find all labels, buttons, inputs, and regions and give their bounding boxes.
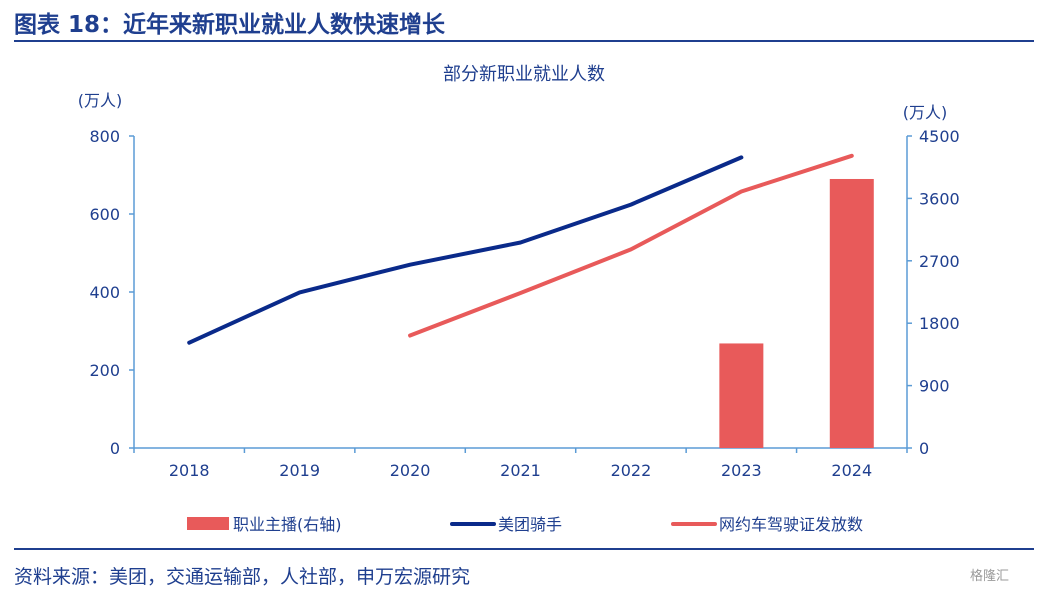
right-y-tick-label: 4500 <box>919 127 960 146</box>
legend-label: 美团骑手 <box>498 515 562 534</box>
left-y-tick-label: 0 <box>110 439 120 458</box>
bar-2023 <box>719 343 764 448</box>
x-tick-label: 2022 <box>611 461 652 480</box>
title-underline <box>14 40 1034 42</box>
left-y-tick-label: 400 <box>89 283 120 302</box>
watermark: 格隆汇 <box>970 569 1010 584</box>
x-tick-label: 2021 <box>500 461 541 480</box>
right-y-tick-label: 900 <box>919 377 950 396</box>
bar-2024 <box>829 178 874 448</box>
left-axis-unit: (万人) <box>78 91 123 110</box>
chart-title: 部分新职业就业人数 <box>443 64 605 85</box>
figure-title: 图表 18：近年来新职业就业人数快速增长 <box>14 12 446 38</box>
x-tick-label: 2018 <box>169 461 210 480</box>
left-y-tick-label: 200 <box>89 361 120 380</box>
right-y-tick-label: 1800 <box>919 314 960 333</box>
legend-label: 网约车驾驶证发放数 <box>719 515 863 534</box>
source-note: 资料来源：美团，交通运输部，人社部，申万宏源研究 <box>14 566 471 588</box>
chart: 部分新职业就业人数 (万人) (万人) 0 200 400 600 800 0 900 180… <box>78 64 960 534</box>
x-tick-label: 2019 <box>279 461 320 480</box>
x-tick-label: 2020 <box>390 461 431 480</box>
right-y-tick-label: 2700 <box>919 252 960 271</box>
left-y-tick-label: 600 <box>89 205 120 224</box>
right-y-tick-label: 0 <box>919 439 929 458</box>
x-tick-label: 2024 <box>831 461 872 480</box>
meituan-rider-line <box>187 155 744 345</box>
ride-hailing-license-line <box>408 153 854 338</box>
legend-label: 职业主播(右轴) <box>233 515 342 534</box>
source-divider <box>14 548 1034 550</box>
right-axis-unit: (万人) <box>903 103 948 122</box>
x-tick-label: 2023 <box>721 461 762 480</box>
right-y-tick-label: 3600 <box>919 189 960 208</box>
legend-swatch-bar <box>187 517 229 530</box>
left-y-tick-label: 800 <box>89 127 120 146</box>
